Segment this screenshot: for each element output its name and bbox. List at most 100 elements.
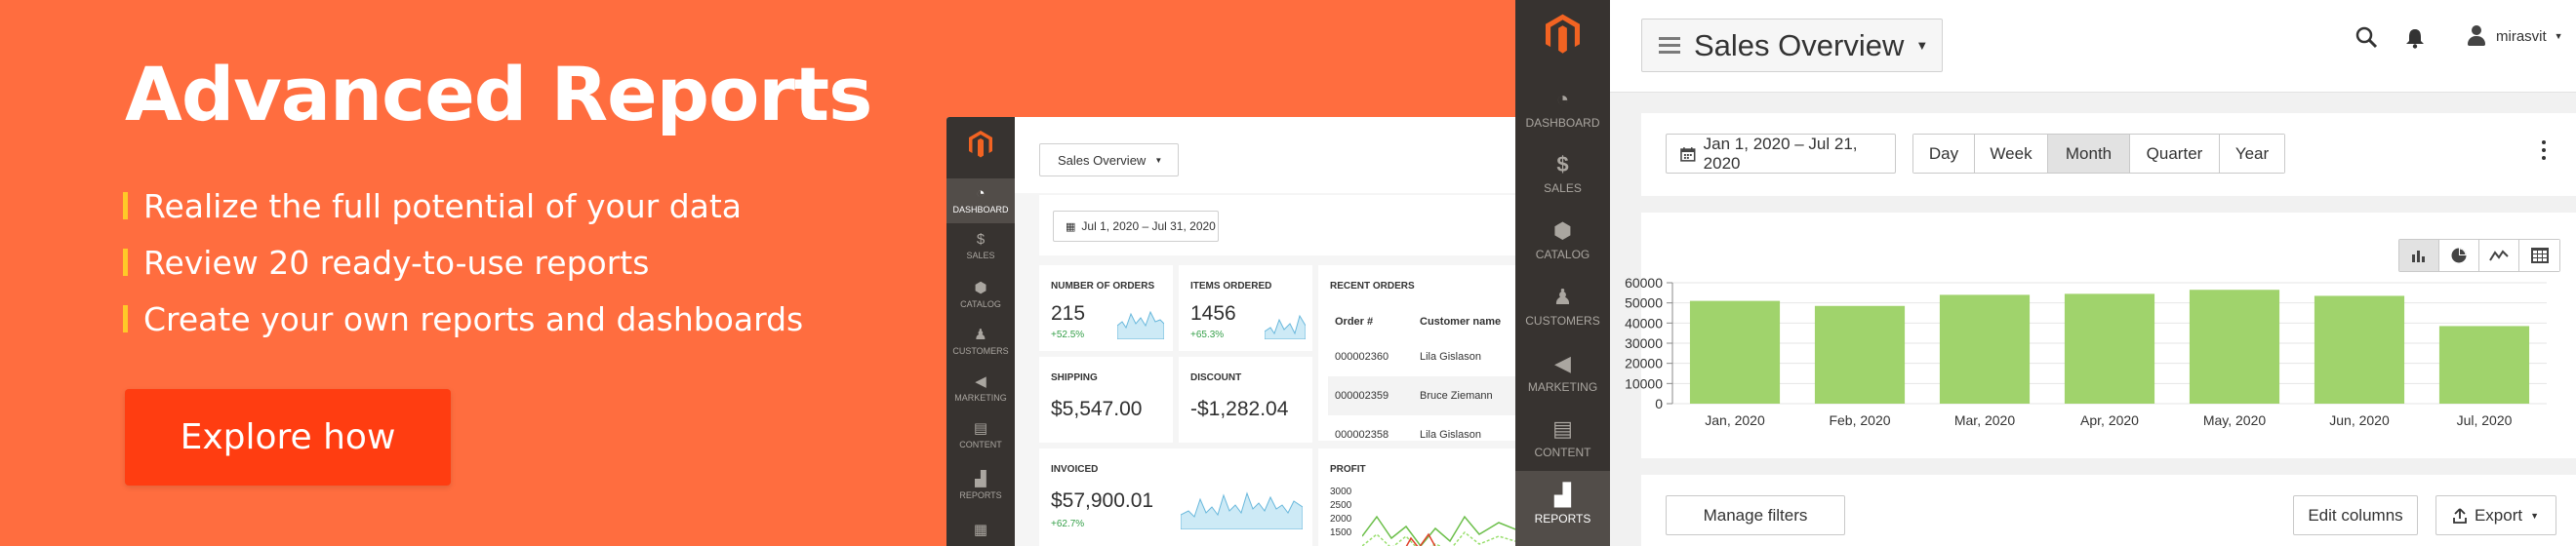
period-month[interactable]: Month: [2048, 135, 2130, 173]
pie-chart-icon[interactable]: [2439, 240, 2479, 271]
explore-how-button[interactable]: Explore how: [125, 389, 451, 486]
discount-card: DISCOUNT -$1,282.04: [1179, 357, 1312, 443]
person-icon: ♟: [974, 327, 987, 343]
username: mirasvit: [2496, 27, 2547, 45]
preview-nav-marketing[interactable]: ◀ MARKETING: [946, 374, 1015, 404]
sparkline: [1265, 314, 1306, 339]
benefit-item: Realize the full potential of your data: [123, 177, 803, 234]
sidebar-item-dashboard[interactable]: ◔ DASHBOARD: [1515, 87, 1610, 131]
hero-title: Advanced Reports: [125, 51, 872, 137]
sidebar-item-customers[interactable]: ♟ CUSTOMERS: [1515, 285, 1610, 329]
sidebar-item-marketing[interactable]: ◀ MARKETING: [1515, 351, 1610, 395]
profit-line-chart: [1362, 515, 1518, 546]
main-sidebar: ◔ DASHBOARD $ SALES ⬢ CATALOG ♟ CUSTOMERS ◀ M…: [1515, 0, 1610, 546]
reports-app: Sales Overview ▼ mirasvit ▼ Jan 1, 2020 …: [1610, 0, 2576, 546]
y-tick-label: 50000: [1625, 295, 1663, 311]
person-icon: ♟: [1552, 285, 1573, 309]
upload-icon: [2453, 507, 2467, 524]
bar: [1689, 300, 1781, 404]
gauge-icon: ◔: [976, 185, 986, 202]
page-title: Sales Overview: [1694, 27, 1905, 62]
preview-sidebar: ◔ DASHBOARD $ SALES ⬢ CATALOG ♟ CUSTOMERS ◀ M…: [946, 117, 1015, 546]
period-quarter[interactable]: Quarter: [2130, 135, 2220, 173]
more-options-icon[interactable]: [2542, 140, 2546, 164]
box-icon: ⬢: [1552, 218, 1573, 243]
box-icon: ⬢: [974, 280, 987, 296]
store-icon: ▦: [973, 522, 988, 538]
bar: [1939, 294, 2031, 404]
table-row[interactable]: 000002360 Lila Gislason: [1335, 351, 1481, 363]
table-row[interactable]: 000002358 Lila Gislason: [1335, 429, 1481, 441]
sales-bar-chart: 0 10000 20000 30000 40000 50000 60000 Jan, 2020…: [1625, 275, 2547, 428]
preview-nav-dashboard[interactable]: ◔ DASHBOARD: [946, 178, 1015, 223]
items-card: ITEMS ORDERED 1456 +65.3%: [1179, 265, 1312, 351]
x-tick-label: Jul, 2020: [2457, 412, 2513, 428]
bar-chart-icon[interactable]: [2399, 240, 2439, 271]
period-day[interactable]: Day: [1913, 135, 1975, 173]
benefit-item: Create your own reports and dashboards: [123, 291, 803, 347]
export-button[interactable]: Export ▼: [2435, 495, 2556, 535]
dollar-icon: $: [1556, 152, 1569, 176]
preview-nav-reports[interactable]: ▟ REPORTS: [946, 472, 1015, 501]
preview-date-range[interactable]: ▦ Jul 1, 2020 – Jul 31, 2020: [1053, 211, 1219, 242]
layout-icon: ▤: [973, 420, 988, 437]
magento-logo-icon: [969, 131, 992, 158]
preview-nav-content[interactable]: ▤ CONTENT: [946, 420, 1015, 450]
bullet-bar: [123, 305, 128, 332]
report-switcher[interactable]: Sales Overview ▼: [1641, 19, 1943, 72]
date-range-picker[interactable]: Jan 1, 2020 – Jul 21, 2020: [1666, 134, 1896, 174]
recent-orders-card: RECENT ORDERS Order # Customer name 0000…: [1318, 265, 1630, 441]
search-icon[interactable]: [2355, 25, 2378, 49]
y-tick-label: 10000: [1625, 375, 1663, 391]
sparkline: [1181, 491, 1303, 529]
edit-columns-button[interactable]: Edit columns: [2293, 495, 2418, 535]
sidebar-item-reports[interactable]: ▟ REPORTS: [1515, 471, 1610, 546]
gauge-icon: ◔: [1555, 87, 1570, 111]
sidebar-item-catalog[interactable]: ⬢ CATALOG: [1515, 218, 1610, 262]
manage-filters-button[interactable]: Manage filters: [1666, 495, 1845, 535]
user-menu[interactable]: mirasvit ▼: [2467, 25, 2563, 47]
x-tick-label: Jan, 2020: [1705, 412, 1765, 428]
x-tick-label: Apr, 2020: [2080, 412, 2139, 428]
calendar-icon: ▦: [1066, 220, 1076, 233]
preview-report-select[interactable]: Sales Overview ▼: [1039, 143, 1179, 176]
period-selector: Day Week Month Quarter Year: [1912, 134, 2285, 174]
page-header: Sales Overview ▼ mirasvit ▼: [1610, 0, 2576, 93]
table-row[interactable]: 000002359 Bruce Ziemann: [1328, 376, 1533, 415]
shipping-card: SHIPPING $5,547.00: [1039, 357, 1173, 443]
preview-nav-customers[interactable]: ♟ CUSTOMERS: [946, 327, 1015, 357]
y-tick-label: 40000: [1625, 315, 1663, 331]
period-year[interactable]: Year: [2220, 135, 2284, 173]
benefit-item: Review 20 ready-to-use reports: [123, 234, 803, 291]
bar-chart-icon: ▟: [1554, 483, 1571, 507]
table-icon[interactable]: [2519, 240, 2559, 271]
benefit-text: Create your own reports and dashboards: [143, 299, 804, 338]
sidebar-item-content[interactable]: ▤ CONTENT: [1515, 417, 1610, 460]
preview-nav-stores[interactable]: ▦: [946, 523, 1015, 541]
y-tick-label: 30000: [1625, 335, 1663, 351]
invoiced-card: INVOICED $57,900.01 +62.7%: [1039, 448, 1312, 546]
period-week[interactable]: Week: [1975, 135, 2048, 173]
bar: [2064, 293, 2155, 404]
preview-nav-sales[interactable]: $ SALES: [946, 232, 1015, 261]
user-icon: [2467, 25, 2486, 47]
bullet-bar: [123, 192, 128, 219]
chevron-down-icon: ▼: [2554, 31, 2563, 41]
orders-card: NUMBER OF ORDERS 215 +52.5%: [1039, 265, 1173, 351]
bar: [2314, 295, 2405, 404]
bell-icon[interactable]: [2405, 27, 2425, 49]
chevron-down-icon: ▼: [1154, 155, 1163, 165]
x-tick-label: Jun, 2020: [2329, 412, 2390, 428]
megaphone-icon: ◀: [1554, 351, 1571, 375]
sidebar-item-sales[interactable]: $ SALES: [1515, 152, 1610, 196]
line-chart-icon[interactable]: [2479, 240, 2519, 271]
calendar-icon: [1680, 146, 1696, 162]
x-tick-label: May, 2020: [2203, 412, 2267, 428]
bar: [2438, 326, 2530, 404]
bar: [2189, 290, 2280, 404]
y-tick-label: 20000: [1625, 356, 1663, 371]
view-toggle: [2398, 239, 2560, 272]
chevron-down-icon: ▼: [1915, 38, 1929, 53]
preview-nav-catalog[interactable]: ⬢ CATALOG: [946, 280, 1015, 310]
bullet-bar: [123, 249, 128, 276]
